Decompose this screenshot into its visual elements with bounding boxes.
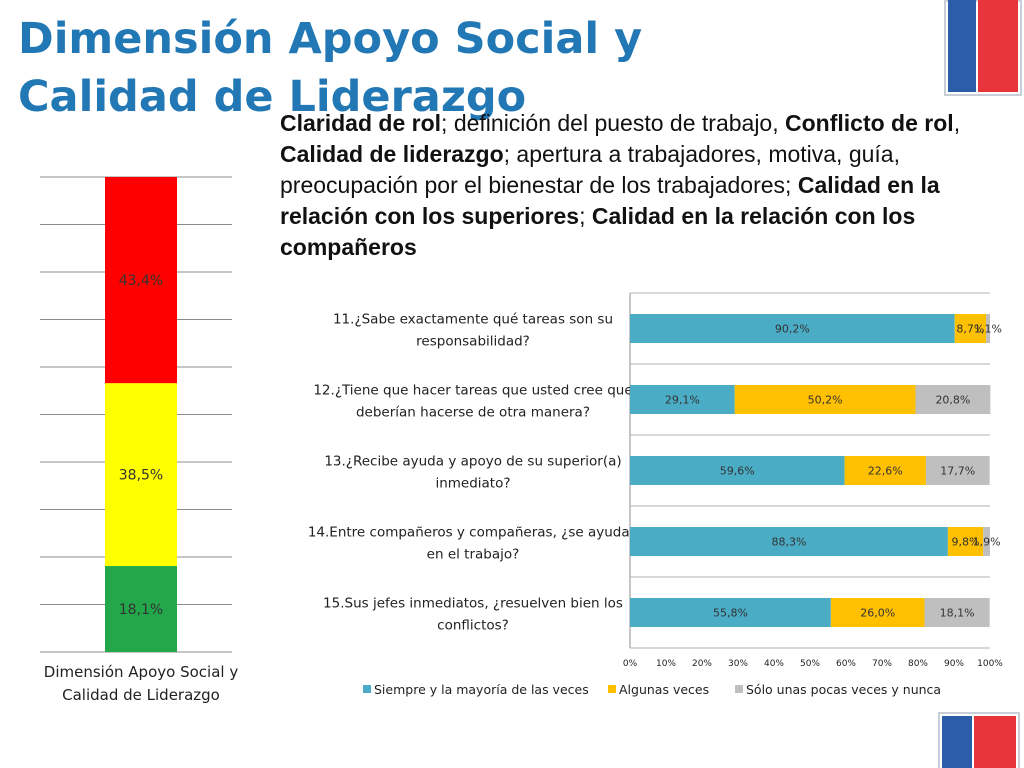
right-x-tick-label: 40%: [764, 659, 784, 669]
left-chart-category-label: Dimensión Apoyo Social y Calidad de Lider…: [44, 663, 239, 704]
questions-stacked-bar-chart: 11.¿Sabe exactamente qué tareas son su re…: [308, 292, 1003, 697]
logo-bottom: [938, 712, 1024, 768]
slide-description: Claridad de rol; definición del puesto d…: [280, 108, 970, 263]
right-category-label-line: 14.Entre compañeros y compañeras, ¿se ay…: [308, 525, 638, 541]
left-bar-label: 38,5%: [119, 468, 163, 484]
right-category-label-line: en el trabajo?: [427, 547, 520, 563]
right-bar-label: 90,2%: [775, 323, 810, 336]
right-x-tick-label: 10%: [656, 659, 676, 669]
right-chart-x-ticks: 0% 10% 20% 30% 40% 50% 60% 70% 80% 90% 100%: [623, 659, 1003, 669]
description-segment: ; definición del puesto de trabajo,: [441, 110, 786, 136]
right-category-label-line: 12.¿Tiene que hacer tareas que usted cre…: [313, 383, 632, 399]
right-legend-swatch: [608, 685, 616, 693]
right-chart-bars: [630, 314, 991, 627]
logo-bottom-red: [974, 716, 1016, 768]
logo-bottom-blue: [942, 716, 972, 768]
description-segment: ; apertura a trabajadores, motiva, guía,…: [280, 141, 900, 198]
right-legend-label: Sólo unas pocas veces y nunca: [746, 682, 941, 697]
left-chart-data-labels: 18,1% 38,5% 43,4%: [119, 273, 163, 618]
right-bar-segment: [924, 598, 990, 627]
description-segment: ;: [579, 203, 592, 229]
right-bar-segment: [915, 385, 991, 414]
right-bar-segment: [947, 527, 984, 556]
left-bar-segment: [105, 177, 177, 384]
right-bar-label: 20,8%: [935, 394, 970, 407]
right-bar-label: 29,1%: [665, 394, 700, 407]
right-bar-label: 8,7%: [956, 323, 984, 336]
logo-top-blue: [948, 0, 976, 92]
right-bar-segment: [954, 314, 987, 343]
right-legend-label: Algunas veces: [619, 682, 709, 697]
right-bar-segment: [986, 314, 990, 343]
right-bar-segment: [630, 456, 845, 485]
logo-top-red: [978, 0, 1018, 92]
right-bar-segment: [630, 527, 948, 556]
description-segment: Calidad en la relación con los compañero…: [280, 203, 916, 260]
right-chart-data-labels: 90,2% 8,7%1,1% 29,1% 50,2% 20,8% 59,6% 22,6% 17…: [665, 323, 1002, 620]
description-segment: ,: [953, 110, 961, 136]
right-category-label-line: deberían hacerse de otra manera?: [356, 405, 590, 421]
right-bar-label: 17,7%: [940, 465, 975, 478]
right-legend-swatch: [735, 685, 743, 693]
right-category-label-line: 11.¿Sabe exactamente qué tareas son su: [333, 312, 613, 328]
left-chart-bars: [105, 177, 177, 652]
right-x-tick-label: 100%: [977, 659, 1003, 669]
right-legend-swatch: [363, 685, 371, 693]
description-segment: Calidad de liderazgo: [280, 141, 504, 167]
right-bar-label: 26,0%: [860, 607, 895, 620]
right-bar-label: 55,8%: [713, 607, 748, 620]
right-bar-segment: [734, 385, 916, 414]
right-x-tick-label: 50%: [800, 659, 820, 669]
right-bar-label: 1,9%: [973, 536, 1001, 549]
right-category-label-line: 13.¿Recibe ayuda y apoyo de su superior(…: [324, 454, 621, 470]
right-bar-segment: [983, 527, 990, 556]
right-x-tick-label: 70%: [872, 659, 892, 669]
right-legend-label: Siempre y la mayoría de las veces: [374, 682, 589, 697]
right-bar-segment: [925, 456, 990, 485]
right-bar-segment: [630, 314, 955, 343]
right-chart-legend: Siempre y la mayoría de las veces Algunas…: [363, 682, 941, 697]
left-bar-label: 43,4%: [119, 273, 163, 289]
description-segment: Conflicto de rol: [785, 110, 954, 136]
description-segment: Claridad de rol: [280, 110, 442, 136]
right-category-label-line: inmediato?: [435, 476, 510, 492]
right-x-tick-label: 20%: [692, 659, 712, 669]
right-bar-label: 22,6%: [868, 465, 903, 478]
right-bar-label: 9,8%: [952, 536, 980, 549]
logo-bottom-outline: [938, 712, 1020, 768]
right-bar-label: 18,1%: [940, 607, 975, 620]
right-chart-category-labels: 11.¿Sabe exactamente qué tareas son su re…: [308, 312, 638, 634]
right-bar-label: 50,2%: [808, 394, 843, 407]
right-bar-segment: [630, 598, 831, 627]
right-chart-gridlines: [629, 292, 990, 649]
right-x-tick-label: 0%: [623, 659, 638, 669]
right-bar-label: 88,3%: [771, 536, 806, 549]
right-x-tick-label: 60%: [836, 659, 856, 669]
right-bar-label: 59,6%: [720, 465, 755, 478]
right-category-label-line: responsabilidad?: [416, 334, 530, 350]
right-bar-label: 1,1%: [974, 323, 1002, 336]
logo-top: [944, 0, 1024, 98]
left-category-label-line: Dimensión Apoyo Social y: [44, 663, 239, 681]
right-bar-segment: [630, 385, 735, 414]
right-category-label-line: 15.Sus jefes inmediatos, ¿resuelven bien…: [323, 596, 623, 612]
left-bar-segment: [105, 566, 177, 652]
right-x-tick-label: 80%: [908, 659, 928, 669]
slide-title: Dimensión Apoyo Social y Calidad de Lide…: [18, 14, 643, 122]
description-segment: Calidad en la relación con los superiore…: [280, 172, 940, 229]
right-x-tick-label: 30%: [728, 659, 748, 669]
right-x-tick-label: 90%: [944, 659, 964, 669]
right-bar-segment: [844, 456, 926, 485]
left-category-label-line: Calidad de Liderazgo: [62, 686, 220, 704]
left-bar-segment: [105, 383, 177, 567]
summary-stacked-column-chart: 18,1% 38,5% 43,4% Dimensión Apoyo Social y…: [40, 176, 239, 704]
right-category-label-line: conflictos?: [437, 618, 509, 634]
left-bar-label: 18,1%: [119, 602, 163, 618]
right-bar-segment: [830, 598, 925, 627]
